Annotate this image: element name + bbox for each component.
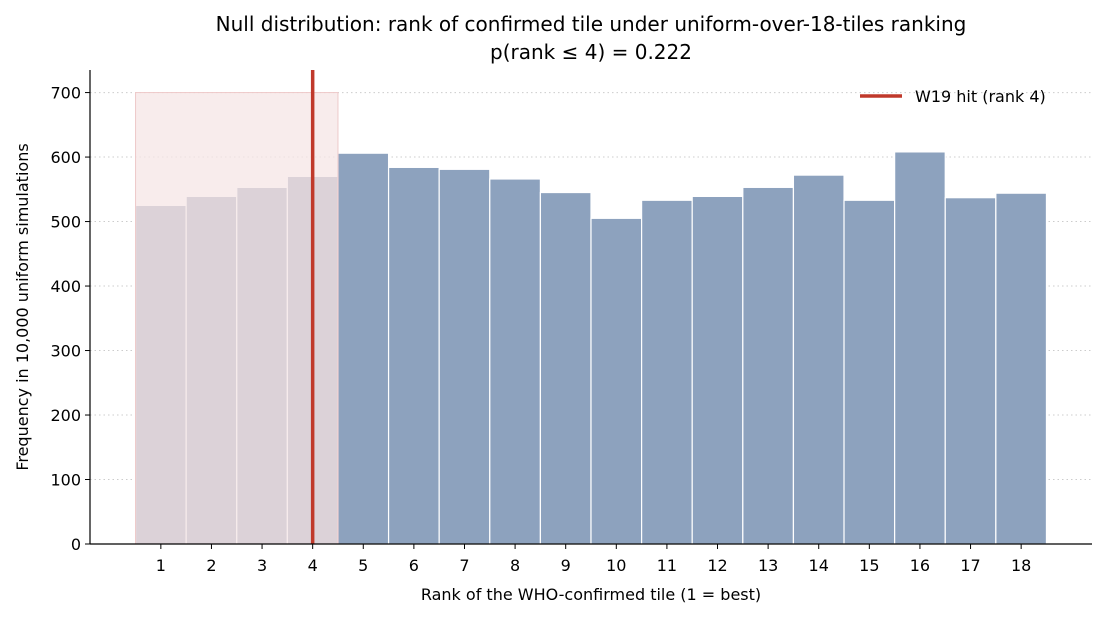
- y-tick-label: 300: [50, 342, 81, 361]
- x-tick-label: 18: [1011, 556, 1031, 575]
- shaded-region: [135, 92, 339, 545]
- x-tick-label: 8: [510, 556, 520, 575]
- y-tick-label: 400: [50, 277, 81, 296]
- bar: [387, 166, 440, 545]
- bar: [590, 217, 643, 545]
- chart-subtitle: p(rank ≤ 4) = 0.222: [490, 40, 692, 64]
- legend-label: W19 hit (rank 4): [915, 87, 1046, 106]
- x-tick-label: 6: [409, 556, 419, 575]
- x-tick-label: 12: [707, 556, 727, 575]
- y-ticks: 0 100 200 300 400 500 600 700: [50, 84, 90, 554]
- x-tick-label: 11: [657, 556, 677, 575]
- x-tick-label: 7: [459, 556, 469, 575]
- y-tick-label: 500: [50, 213, 81, 232]
- x-tick-label: 16: [910, 556, 930, 575]
- y-tick-label: 100: [50, 471, 81, 490]
- bar: [438, 168, 491, 545]
- legend: W19 hit (rank 4): [860, 87, 1046, 106]
- x-tick-label: 2: [206, 556, 216, 575]
- shaded-region-layer: [135, 92, 339, 545]
- y-tick-label: 0: [71, 535, 81, 554]
- bar: [995, 192, 1048, 545]
- bar: [792, 174, 845, 545]
- bar: [944, 197, 997, 545]
- chart-title: Null distribution: rank of confirmed til…: [216, 12, 967, 36]
- bar: [894, 151, 946, 545]
- x-tick-label: 10: [606, 556, 626, 575]
- bar: [489, 178, 541, 545]
- x-tick-label: 15: [859, 556, 879, 575]
- x-axis-label: Rank of the WHO-confirmed tile (1 = best…: [421, 585, 761, 604]
- bar: [843, 199, 896, 545]
- bar: [337, 152, 390, 545]
- x-tick-label: 1: [156, 556, 166, 575]
- bar: [691, 195, 744, 545]
- y-axis-label: Frequency in 10,000 uniform simulations: [13, 143, 32, 470]
- y-tick-label: 200: [50, 406, 81, 425]
- axes: [89, 70, 1092, 545]
- x-tick-label: 4: [308, 556, 318, 575]
- x-tick-label: 13: [758, 556, 778, 575]
- y-tick-label: 700: [50, 84, 81, 103]
- bar: [641, 199, 693, 545]
- x-tick-label: 14: [809, 556, 829, 575]
- x-ticks: 1 2 3 4 5 6 7 8 9 10 11 12 13 14 15 16 17 18: [156, 544, 1031, 575]
- bar: [539, 191, 592, 545]
- x-tick-label: 17: [960, 556, 980, 575]
- x-tick-label: 5: [358, 556, 368, 575]
- bar: [742, 186, 795, 545]
- x-tick-label: 9: [561, 556, 571, 575]
- y-tick-label: 600: [50, 148, 81, 167]
- x-tick-label: 3: [257, 556, 267, 575]
